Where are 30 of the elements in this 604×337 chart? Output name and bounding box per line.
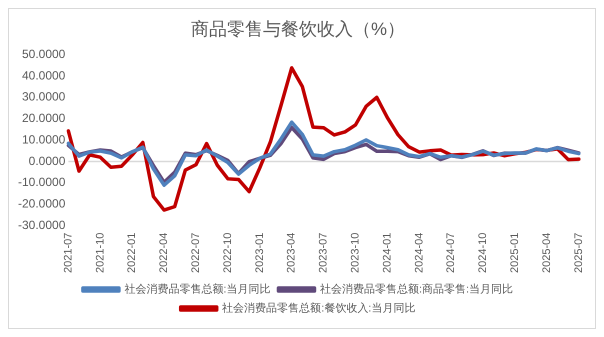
x-tick-label: 2025-04 — [540, 232, 553, 274]
legend-label: 社会消费品零售总额:商品零售:当月同比 — [320, 282, 514, 296]
x-tick-label: 2023-10 — [350, 232, 362, 274]
y-tick-label: 10.0000 — [22, 132, 66, 146]
x-tick-label: 2021-10 — [94, 232, 106, 274]
chart-title: 商品零售与餐饮收入（%） — [190, 18, 406, 39]
y-tick-label: -10.0000 — [18, 175, 66, 190]
x-tick-label: 2022-10 — [222, 232, 234, 274]
x-tick-label: 2022-07 — [190, 232, 202, 274]
x-tick-label: 2021-07 — [62, 232, 74, 274]
y-tick-label: 20.0000 — [22, 111, 66, 126]
legend-label: 社会消费品零售总额:餐饮收入:当月同比 — [222, 302, 416, 315]
x-tick-label: 2022-01 — [126, 232, 138, 274]
x-tick-label: 2024-10 — [477, 232, 490, 274]
x-tick-label: 2023-07 — [318, 232, 330, 274]
x-tick-label: 2025-01 — [509, 232, 522, 274]
x-tick-label: 2024-04 — [413, 232, 426, 274]
y-tick-label: 50.0000 — [22, 46, 66, 61]
x-tick-label: 2023-01 — [254, 232, 266, 274]
legend-label: 社会消费品零售总额:当月同比 — [124, 282, 270, 296]
x-tick-label: 2025-07 — [572, 232, 585, 274]
y-tick-label: -30.0000 — [18, 218, 66, 232]
y-tick-label: -20.0000 — [18, 196, 66, 211]
y-tick-label: 40.0000 — [22, 68, 66, 82]
x-tick-label: 2022-04 — [158, 232, 170, 274]
x-tick-label: 2024-01 — [381, 232, 394, 274]
y-tick-label: 0.0000 — [28, 154, 66, 168]
x-tick-label: 2023-04 — [286, 232, 298, 274]
y-tick-label: 30.0000 — [22, 90, 66, 104]
x-tick-label: 2024-07 — [445, 232, 458, 274]
